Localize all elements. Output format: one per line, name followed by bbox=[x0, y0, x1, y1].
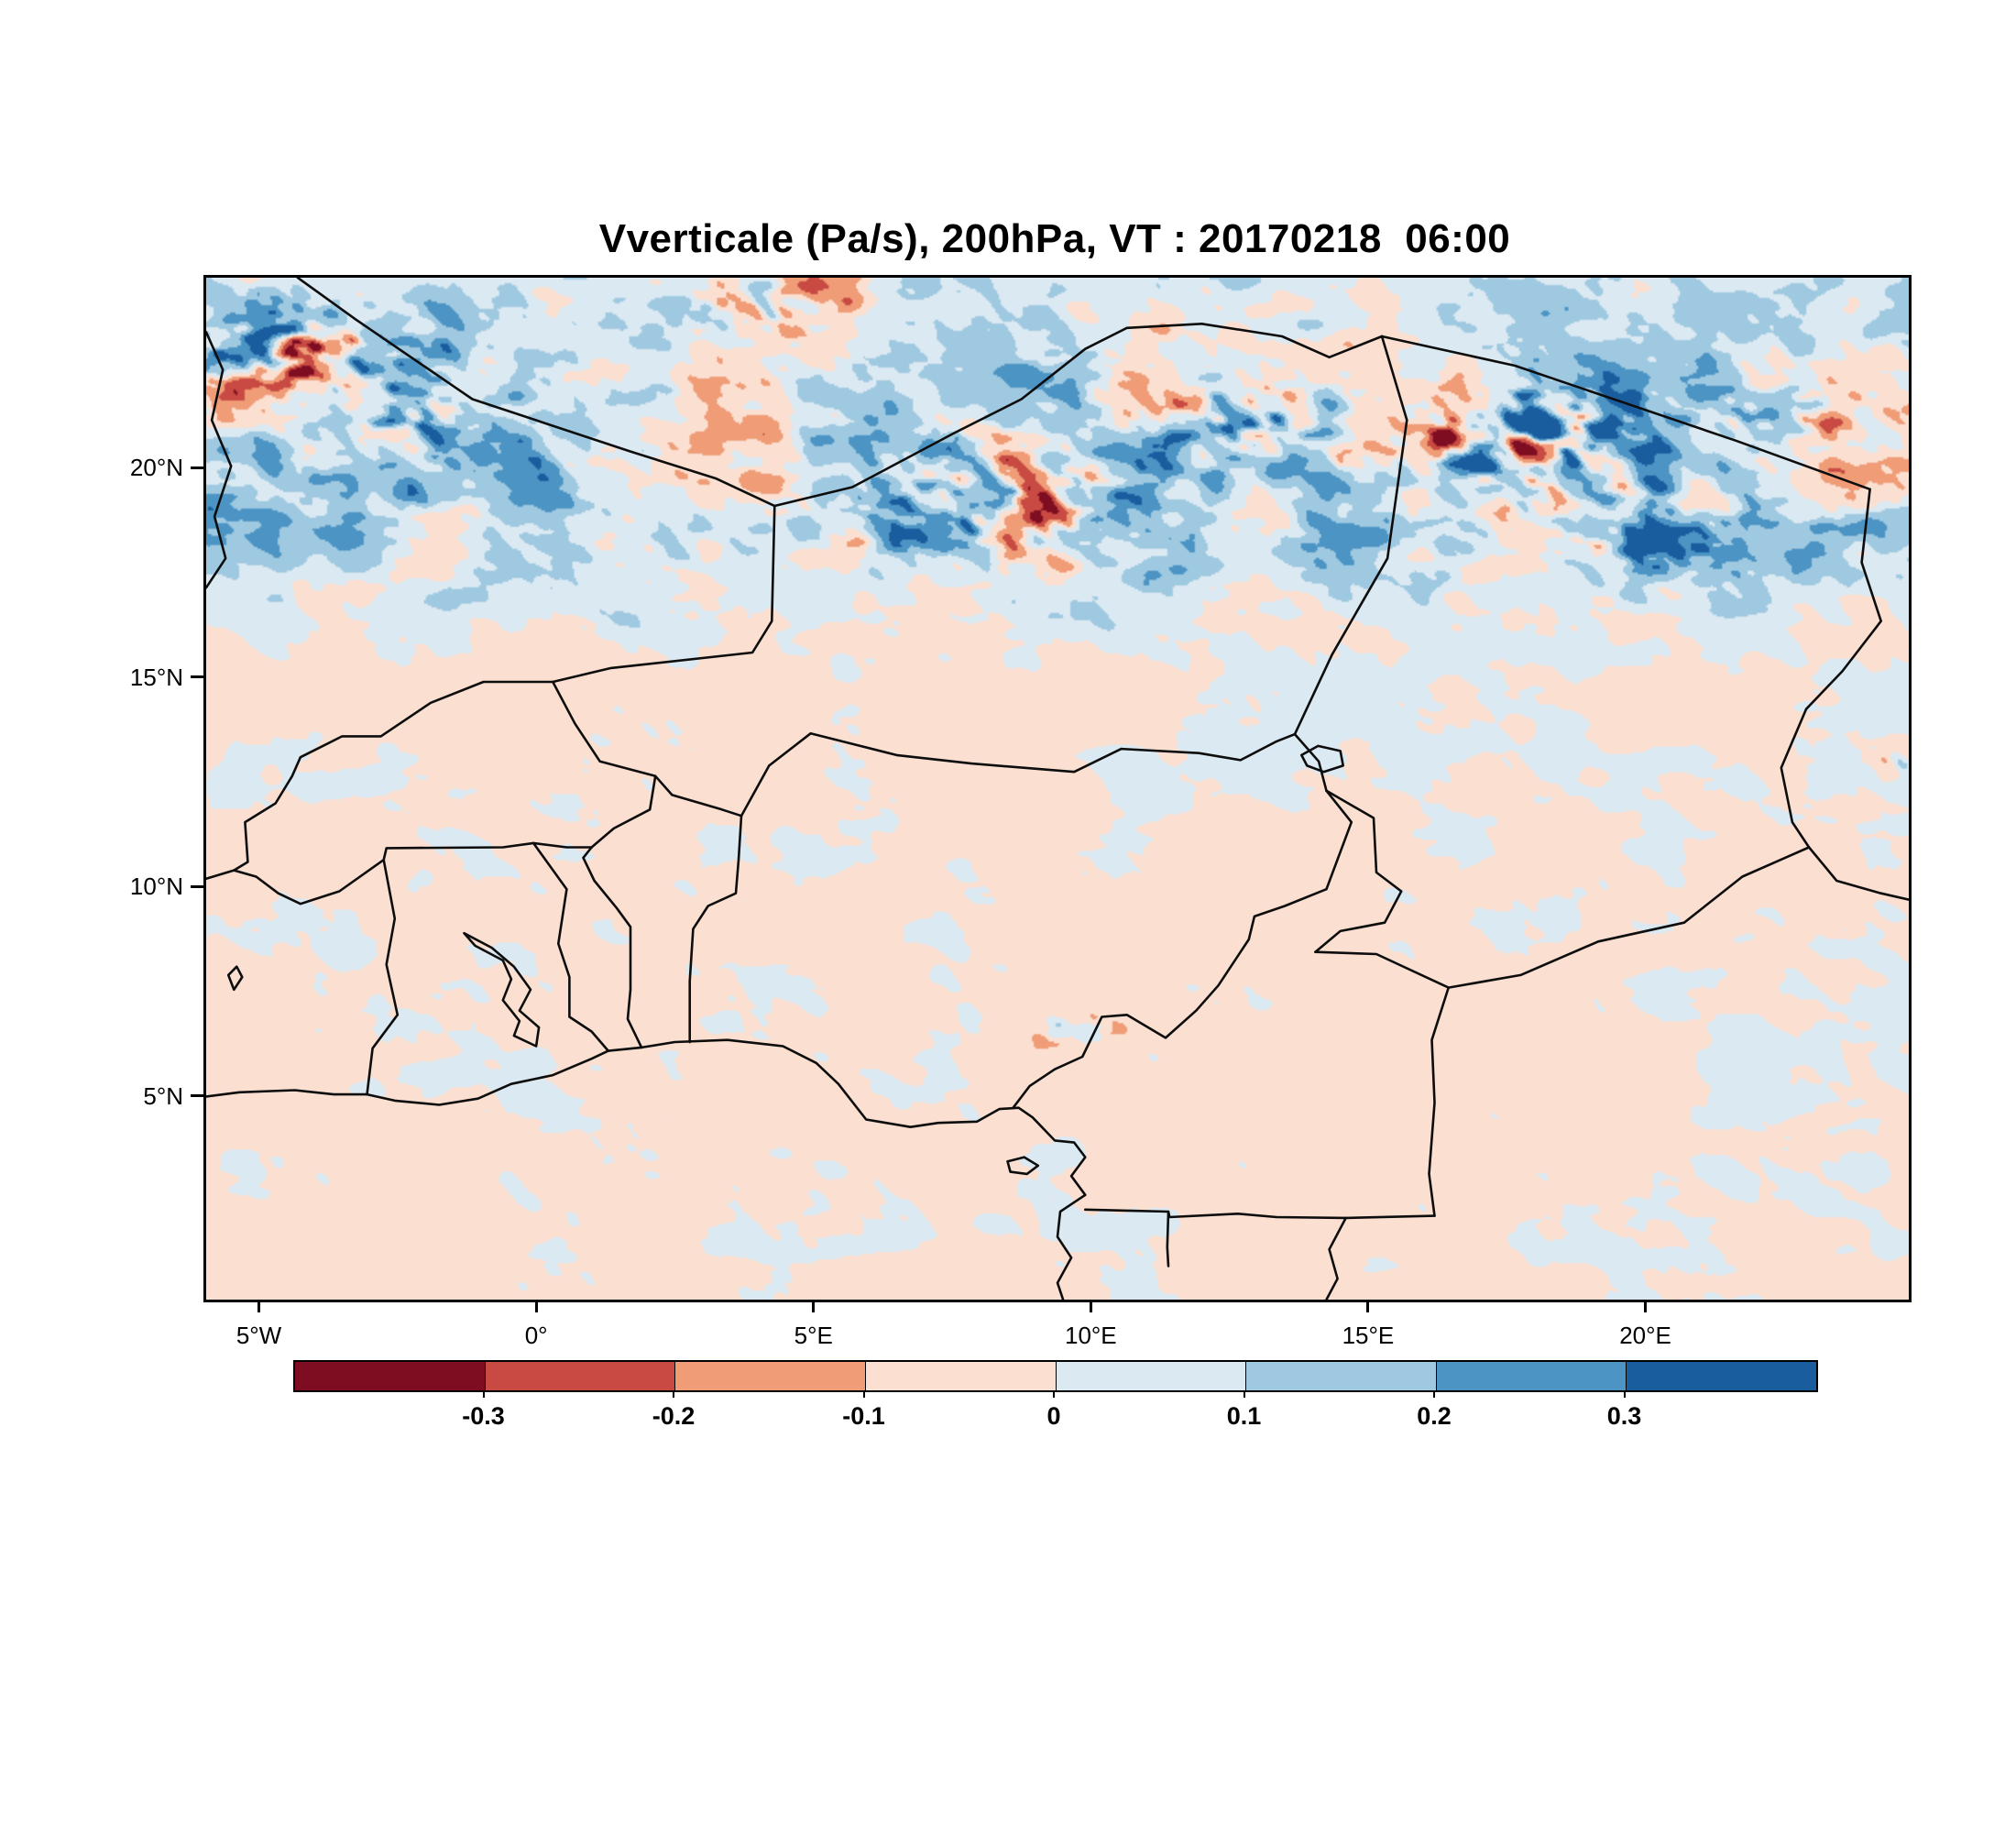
colorbar-tick bbox=[673, 1390, 674, 1398]
border-mauritania-mali bbox=[206, 331, 233, 589]
border-benin-nigeria bbox=[688, 814, 743, 1044]
border-chad-sudan bbox=[1780, 488, 1882, 849]
border-libya-chad bbox=[1380, 335, 1871, 491]
border-lake-volta bbox=[463, 931, 541, 1048]
colorbar-segment bbox=[865, 1362, 1057, 1390]
border-niger-burkina-benin bbox=[552, 680, 743, 818]
lon-tick bbox=[257, 1300, 261, 1312]
border-togo-benin bbox=[582, 846, 643, 1049]
colorbar-segment bbox=[1246, 1362, 1437, 1390]
colorbar-segment bbox=[485, 1362, 676, 1390]
lon-tick bbox=[1366, 1300, 1370, 1312]
lon-tick-label: 15°E bbox=[1342, 1322, 1395, 1349]
border-eq-guinea-gabon bbox=[1166, 1210, 1170, 1268]
border-chad-car bbox=[1314, 846, 1811, 989]
border-cameroon-south-border bbox=[1084, 1208, 1436, 1220]
lon-tick-label: 10°E bbox=[1064, 1322, 1117, 1349]
border-niger-nigeria bbox=[740, 731, 1297, 818]
border-niger-chad bbox=[1293, 335, 1408, 736]
country-borders-overlay bbox=[206, 278, 1909, 1300]
colorbar-segment bbox=[675, 1362, 866, 1390]
lon-tick bbox=[1644, 1300, 1648, 1312]
colorbar-tick bbox=[1053, 1390, 1055, 1398]
colorbar-tick-label: 0.1 bbox=[1226, 1402, 1262, 1430]
lat-tick bbox=[191, 675, 203, 679]
border-ghana-cote-divoire bbox=[366, 858, 400, 1096]
lon-tick-label: 0° bbox=[524, 1322, 548, 1349]
lat-tick-label: 5°N bbox=[143, 1081, 183, 1110]
border-gabon-congo bbox=[1325, 1216, 1347, 1300]
lat-tick bbox=[191, 1094, 203, 1098]
colorbar-tick bbox=[1623, 1390, 1626, 1398]
lat-tick-label: 10°N bbox=[129, 873, 183, 901]
colorbar-segment bbox=[295, 1362, 486, 1390]
lon-tick bbox=[534, 1300, 538, 1312]
border-benin-burkina bbox=[590, 774, 657, 849]
lat-tick bbox=[191, 884, 203, 888]
colorbar-tick-label: -0.3 bbox=[462, 1402, 505, 1430]
colorbar-segment bbox=[1627, 1362, 1816, 1390]
vertical-velocity-field-canvas bbox=[206, 278, 1909, 1300]
lon-tick bbox=[812, 1300, 816, 1312]
lon-tick-label: 5°E bbox=[794, 1322, 833, 1349]
border-chad-nigeria-junction bbox=[1293, 732, 1328, 793]
map-panel bbox=[203, 275, 1912, 1302]
colorbar-tick-label: 0 bbox=[1046, 1402, 1061, 1430]
border-mali-niger bbox=[552, 504, 776, 684]
border-sudan-car bbox=[1807, 846, 1909, 901]
lon-tick-label: 20°E bbox=[1619, 1322, 1671, 1349]
colorbar-tick bbox=[1433, 1390, 1435, 1398]
colorbar-tick-label: 0.3 bbox=[1606, 1402, 1642, 1430]
colorbar-tick bbox=[482, 1390, 485, 1398]
colorbar-tick-label: -0.2 bbox=[652, 1402, 696, 1430]
lon-tick-label: 5°W bbox=[236, 1322, 282, 1349]
lon-tick bbox=[1089, 1300, 1092, 1312]
border-coastline-gulf-of-guinea bbox=[206, 1038, 1087, 1300]
border-algeria-mali bbox=[296, 278, 776, 508]
border-algeria-niger bbox=[773, 323, 1203, 508]
colorbar-tick bbox=[862, 1390, 865, 1398]
border-ghana-burkina bbox=[382, 841, 593, 862]
border-niger-libya bbox=[1200, 323, 1384, 359]
colorbar-tick-label: 0.2 bbox=[1417, 1402, 1452, 1430]
border-lake-kossou bbox=[226, 965, 244, 992]
lat-tick-label: 15°N bbox=[129, 663, 183, 691]
lat-tick bbox=[191, 466, 203, 469]
colorbar-tick-label: -0.1 bbox=[842, 1402, 885, 1430]
colorbar bbox=[293, 1360, 1818, 1392]
border-mali-burkina bbox=[233, 680, 554, 872]
colorbar-segment bbox=[1436, 1362, 1627, 1390]
border-cameroon-chad bbox=[1314, 789, 1403, 953]
chart-title: Vverticale (Pa/s), 200hPa, VT : 20170218… bbox=[598, 216, 1511, 261]
colorbar-segment bbox=[1056, 1362, 1247, 1390]
border-cameroon-car bbox=[1428, 986, 1450, 1217]
lat-tick-label: 20°N bbox=[129, 454, 183, 482]
border-ghana-togo bbox=[531, 841, 610, 1052]
border-bioko-island bbox=[1006, 1156, 1040, 1176]
border-nigeria-cameroon bbox=[1012, 789, 1353, 1109]
border-cote-divoire-north bbox=[206, 858, 385, 906]
colorbar-tick bbox=[1243, 1390, 1245, 1398]
border-lake-chad bbox=[1300, 744, 1344, 774]
